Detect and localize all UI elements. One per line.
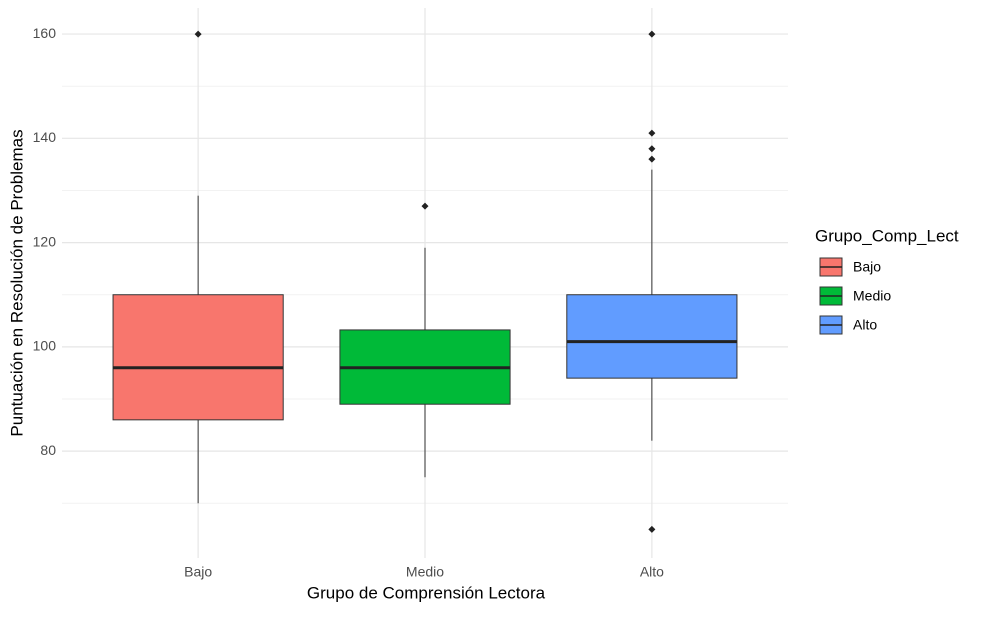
legend-label: Bajo xyxy=(853,259,881,275)
x-tick-label: Bajo xyxy=(184,564,212,580)
x-tick-label: Medio xyxy=(406,564,444,580)
outlier xyxy=(194,30,202,38)
legend-label: Medio xyxy=(853,288,891,304)
legend-label: Alto xyxy=(853,317,877,333)
y-tick-label: 80 xyxy=(40,442,56,458)
x-tick-label: Alto xyxy=(640,564,664,580)
outlier xyxy=(648,525,656,533)
outlier xyxy=(648,155,656,163)
box xyxy=(566,294,738,379)
legend-title: Grupo_Comp_Lect xyxy=(815,226,959,245)
y-axis-title: Puntuación en Resolución de Problemas xyxy=(7,129,26,436)
x-axis-title: Grupo de Comprensión Lectora xyxy=(307,583,546,602)
box xyxy=(112,294,284,421)
outlier xyxy=(421,202,429,210)
y-tick-label: 100 xyxy=(33,338,57,354)
outlier xyxy=(648,129,656,137)
outlier xyxy=(648,145,656,153)
y-tick-label: 160 xyxy=(33,25,57,41)
outlier xyxy=(648,30,656,38)
y-tick-label: 140 xyxy=(33,129,57,145)
y-tick-label: 120 xyxy=(33,233,57,249)
